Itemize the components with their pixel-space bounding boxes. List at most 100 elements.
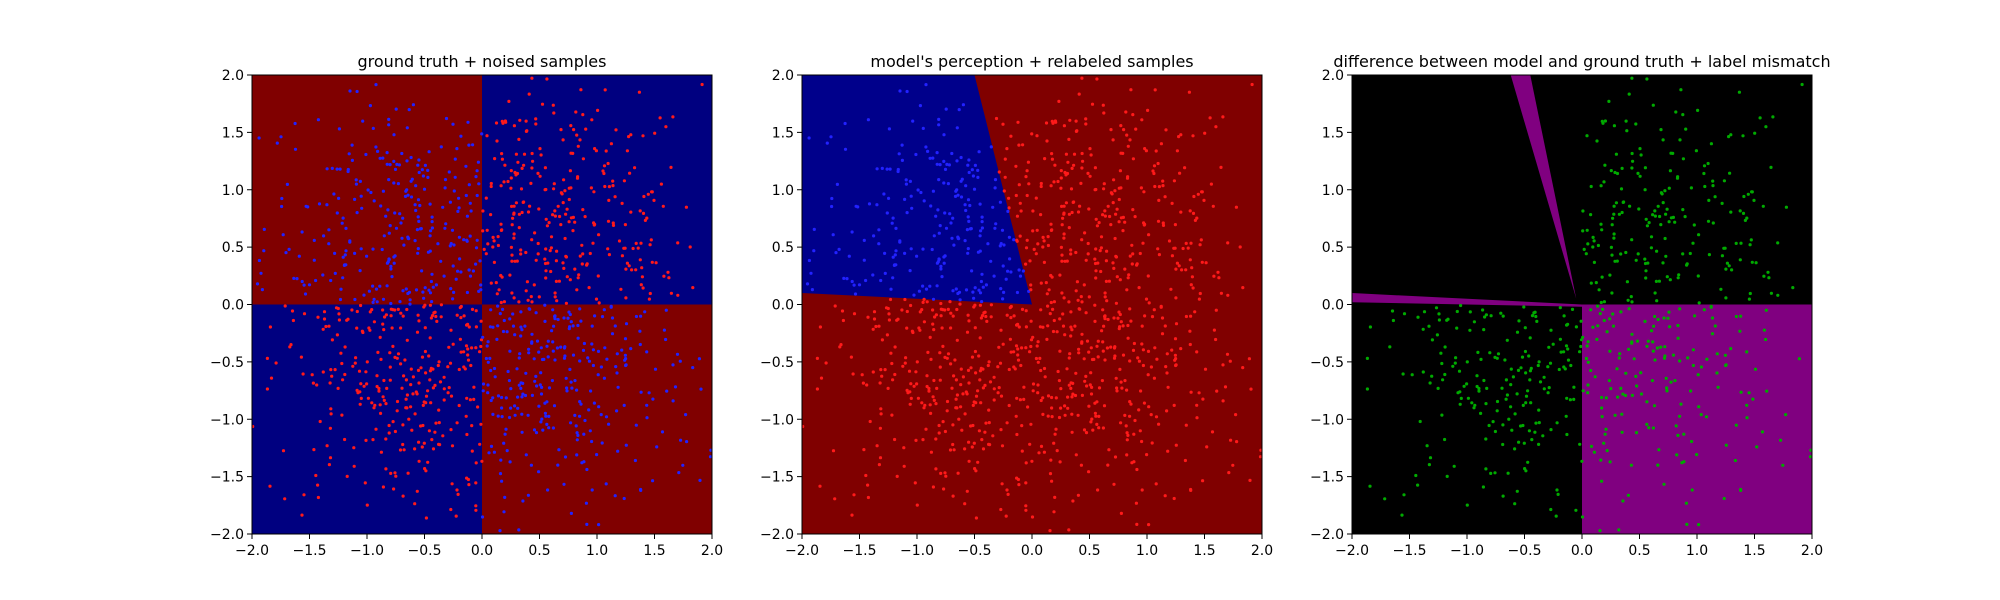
data-point [373, 403, 377, 407]
data-point [1083, 379, 1087, 383]
data-point [807, 258, 812, 263]
data-point [1024, 508, 1028, 512]
panel-1-background [252, 75, 712, 534]
data-point [607, 198, 611, 202]
data-point [1195, 416, 1199, 420]
data-point [1153, 88, 1157, 92]
data-point [834, 251, 838, 255]
data-point [530, 341, 534, 345]
data-point [1630, 151, 1634, 156]
data-point [295, 277, 299, 281]
data-point [1537, 360, 1541, 364]
data-point [939, 267, 943, 271]
data-point [428, 249, 432, 253]
data-point [634, 241, 638, 245]
data-point [465, 214, 469, 218]
data-point [439, 303, 443, 307]
data-point [545, 400, 549, 404]
data-point [552, 111, 556, 115]
data-point [1118, 278, 1122, 282]
data-point [417, 381, 421, 385]
x-tick-label: 0.0 [1021, 543, 1043, 559]
data-point [401, 442, 405, 447]
data-point [967, 158, 971, 162]
data-point [341, 216, 345, 220]
data-point [512, 296, 516, 300]
x-tick-label: −0.5 [1508, 543, 1542, 559]
data-point [604, 415, 609, 419]
data-point [850, 279, 854, 284]
data-point [534, 311, 538, 315]
data-point [1049, 184, 1053, 188]
data-point [393, 211, 397, 215]
data-point [1048, 312, 1052, 316]
data-point [449, 507, 453, 512]
data-point [1173, 223, 1177, 227]
data-point [1039, 184, 1043, 189]
data-point [1510, 428, 1514, 432]
data-point [370, 401, 374, 405]
data-point [285, 182, 289, 186]
panel-2-title: model's perception + relabeled samples [870, 52, 1193, 71]
data-point [1643, 261, 1648, 266]
data-point [522, 163, 526, 167]
data-point [1501, 494, 1505, 498]
data-point [467, 325, 471, 329]
data-point [343, 253, 347, 257]
data-point [1012, 350, 1016, 354]
data-point [478, 442, 482, 446]
data-point [1097, 386, 1102, 390]
data-point [974, 394, 979, 398]
data-point [1025, 193, 1029, 198]
data-point [368, 310, 372, 314]
data-point [637, 90, 642, 94]
data-point [1702, 308, 1706, 312]
data-point [259, 271, 263, 275]
data-point [1613, 413, 1617, 417]
data-point [1079, 181, 1083, 185]
data-point [861, 381, 866, 385]
data-point [939, 314, 943, 318]
data-point [1636, 171, 1640, 175]
data-point [1727, 135, 1731, 139]
data-point [391, 420, 395, 424]
data-point [904, 356, 908, 360]
data-point [1189, 283, 1193, 287]
data-point [1608, 460, 1612, 464]
data-point [877, 242, 881, 246]
data-point [1024, 246, 1029, 250]
data-point [1536, 363, 1540, 368]
data-point [864, 278, 868, 283]
data-point [1619, 310, 1623, 314]
data-point [889, 351, 893, 355]
data-point [1466, 396, 1470, 400]
data-point [1259, 448, 1262, 452]
data-point [1118, 312, 1122, 317]
data-point [402, 374, 406, 378]
data-point [399, 221, 403, 225]
data-point [1574, 508, 1578, 512]
data-point [1184, 423, 1188, 427]
data-point [867, 202, 872, 206]
data-point [976, 168, 980, 172]
data-point [1104, 259, 1108, 263]
data-point [431, 447, 436, 451]
data-point [1124, 424, 1128, 428]
data-point [416, 247, 420, 251]
data-point [565, 386, 569, 390]
data-point [1205, 445, 1209, 449]
data-point [880, 374, 884, 378]
data-point [1157, 422, 1161, 426]
data-point [970, 355, 975, 359]
data-point [364, 438, 368, 442]
data-point [1506, 471, 1510, 475]
data-point [1592, 260, 1596, 264]
data-point [1113, 455, 1118, 459]
y-tick-label: 0.5 [772, 240, 794, 256]
data-point [1188, 258, 1192, 262]
data-point [1746, 192, 1750, 196]
data-point [587, 286, 591, 290]
data-point [1689, 389, 1693, 393]
data-point [1115, 389, 1119, 393]
data-point [1055, 330, 1059, 334]
